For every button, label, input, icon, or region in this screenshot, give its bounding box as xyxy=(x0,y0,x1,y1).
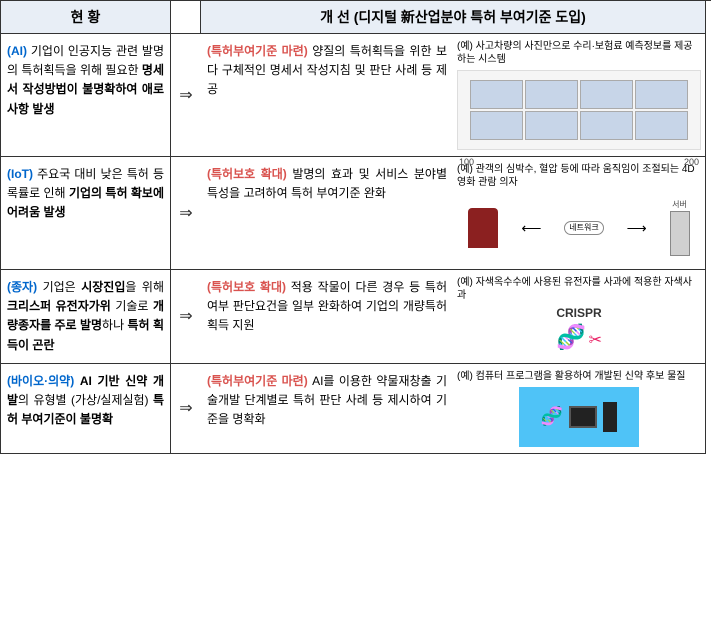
row-iot-current: (IoT) 주요국 대비 낮은 특허 등록률로 인해 기업의 특허 확보에 어려… xyxy=(1,157,171,270)
row-seed-current: (종자) 기업은 시장진입을 위해 크리스퍼 유전자가위 기술로 개량종자를 주… xyxy=(1,270,171,364)
server-icon xyxy=(670,211,690,256)
crispr-diagram: CRISPR 🧬 ✂ xyxy=(457,306,701,353)
arrow-icon: ⇒ xyxy=(171,270,201,364)
ex-head-1: (예) 사고차량의 사진만으로 수리·보험료 예측정보를 제공하는 시스템 xyxy=(457,40,701,66)
tag-ai: (AI) xyxy=(7,44,27,58)
row-iot-improve-text: (특허보호 확대) 발명의 효과 및 서비스 분야별 특성을 고려하여 특허 부… xyxy=(201,157,453,269)
row-bio-improve-text: (특허부여기준 마련) AI를 이용한 약물재창출 기술개발 단계별로 특허 판… xyxy=(201,364,453,453)
ex-head-4: (예) 컴퓨터 프로그램을 활용하여 개발된 신약 후보 물질 xyxy=(457,370,701,383)
photo-grid-icon xyxy=(470,80,688,140)
dna-icon: 🧬 xyxy=(541,405,563,428)
seed-b1: 시장진입 xyxy=(81,280,125,294)
tag-iot: (IoT) xyxy=(7,167,33,181)
tag-seed: (종자) xyxy=(7,280,37,294)
computer-diagram: 🧬 xyxy=(519,387,639,447)
row-ai-example: (예) 사고차량의 사진만으로 수리·보험료 예측정보를 제공하는 시스템 xyxy=(453,34,705,156)
row-seed-improve: (특허보호 확대) 적용 작물이 다른 경우 등 특허여부 판단요건을 일부 완… xyxy=(201,270,706,364)
row-bio-example: (예) 컴퓨터 프로그램을 활용하여 개발된 신약 후보 물질 🧬 xyxy=(453,364,705,453)
row-ai-improve-text: (특허부여기준 마련) 양질의 특허획득을 위한 보다 구체적인 명세서 작성지… xyxy=(201,34,453,156)
chair-icon xyxy=(468,208,498,248)
ex-head-3: (예) 자색옥수수에 사용된 유전자를 사과에 적용한 자색사과 xyxy=(457,276,701,302)
label-200: 200 xyxy=(684,157,699,169)
row-seed-improve-text: (특허보호 확대) 적용 작물이 다른 경우 등 특허여부 판단요건을 일부 완… xyxy=(201,270,453,363)
server-label: 서버 xyxy=(672,200,687,210)
seed-t3: 기술로 xyxy=(111,299,153,313)
row-bio-improve: (특허부여기준 마련) AI를 이용한 약물재창출 기술개발 단계별로 특허 판… xyxy=(201,364,706,454)
comparison-table: 현 황 개 선 (디지털 新산업분야 특허 부여기준 도입) (AI) 기업이 … xyxy=(0,0,711,454)
row-ai-current: (AI) 기업이 인공지능 관련 발명의 특허획득을 위해 필요한 명세서 작성… xyxy=(1,34,171,157)
dna-icon: 🧬 xyxy=(556,324,586,351)
row-ai-text1: 기업이 인공지능 관련 발명의 특허획득을 위해 필요한 xyxy=(7,44,164,77)
row-iot-improve: (특허보호 확대) 발명의 효과 및 서비스 분야별 특성을 고려하여 특허 부… xyxy=(201,157,706,270)
tag-bio: (바이오·의약) xyxy=(7,374,74,388)
seed-b2: 크리스퍼 유전자가위 xyxy=(7,299,111,313)
seed-t2: 을 위해 xyxy=(125,280,164,294)
header-arrow-spacer xyxy=(171,1,201,34)
network-node: 네트워크 xyxy=(564,221,603,235)
seed-t4: 하나 xyxy=(102,318,127,332)
row-bio-current: (바이오·의약) AI 기반 신약 개발의 유형별 (가상/실제실험) 특허 부… xyxy=(1,364,171,454)
arrow-icon: ⇒ xyxy=(171,157,201,270)
improve-tag-1: (특허부여기준 마련) xyxy=(207,44,308,58)
network-arrow-icon: ⟵ xyxy=(521,219,541,237)
arrow-icon: ⇒ xyxy=(171,364,201,454)
improve-tag-4: (특허부여기준 마련) xyxy=(207,374,308,388)
row-ai-improve: (특허부여기준 마련) 양질의 특허획득을 위한 보다 구체적인 명세서 작성지… xyxy=(201,34,706,157)
crispr-label: CRISPR xyxy=(556,306,601,322)
seed-t1: 기업은 xyxy=(43,280,82,294)
car-photos-placeholder xyxy=(457,70,701,150)
arrow-icon: ⇒ xyxy=(171,34,201,157)
header-improve: 개 선 (디지털 新산업분야 특허 부여기준 도입) xyxy=(201,1,706,34)
improve-tag-2: (특허보호 확대) xyxy=(207,167,287,181)
monitor-icon xyxy=(569,406,597,428)
label-100: 100 xyxy=(459,157,474,169)
row-seed-example: (예) 자색옥수수에 사용된 유전자를 사과에 적용한 자색사과 CRISPR … xyxy=(453,270,705,363)
ex-head-2: (예) 관객의 심박수, 혈압 등에 따라 움직임이 조절되는 4D영화 관람 … xyxy=(457,163,701,189)
improve-tag-3: (특허보호 확대) xyxy=(207,280,286,294)
row-iot-example: (예) 관객의 심박수, 혈압 등에 따라 움직임이 조절되는 4D영화 관람 … xyxy=(453,157,705,269)
pc-tower-icon xyxy=(603,402,617,432)
header-current: 현 황 xyxy=(1,1,171,34)
network-arrow-icon: ⟶ xyxy=(627,219,647,237)
bio-t1: 의 유형별 (가상/실제실험) xyxy=(18,393,153,407)
scissors-icon: ✂ xyxy=(589,332,602,349)
iot-diagram: ⟵ 네트워크 ⟶ 서버 xyxy=(457,193,701,263)
